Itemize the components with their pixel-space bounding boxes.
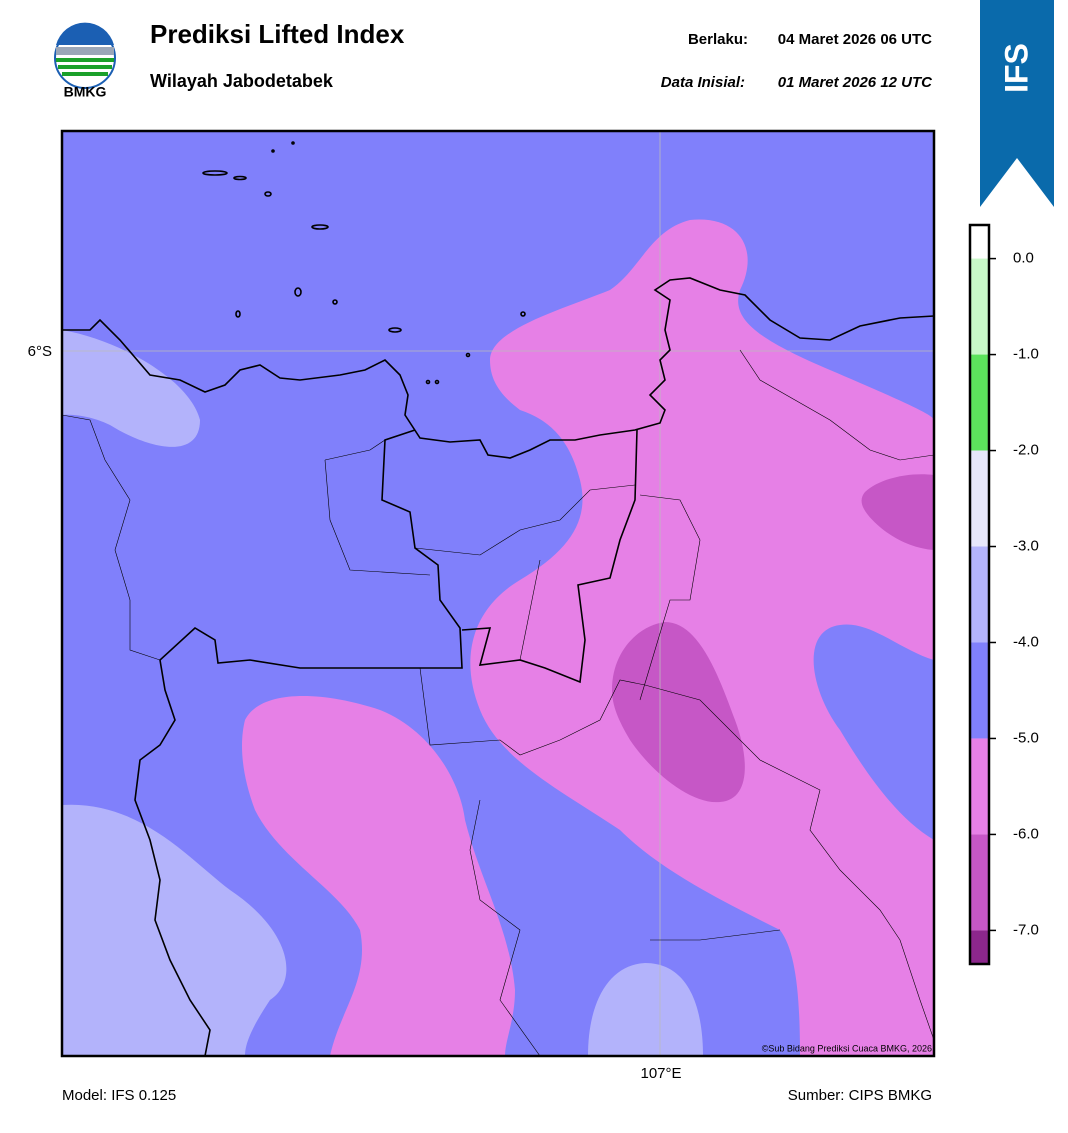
contour [861,474,934,550]
colorbar-segment [970,546,989,643]
colorbar-segment [970,354,989,451]
logo-text: BMKG [64,84,107,100]
colorbar-segment [970,930,989,964]
colorbar-tick-label: -5.0 [1013,729,1039,746]
contour [242,696,515,1056]
coastline [62,277,934,459]
ifs-badge: IFS [980,0,1054,207]
model: Model: IFS 0.125 [62,1087,176,1104]
map-frame [60,129,936,1058]
boundary [134,429,463,1056]
admin-border [62,349,934,1056]
islands [202,141,526,385]
colorbar-tick-label: -7.0 [1013,921,1039,938]
colorbar-tick-label: -1.0 [1013,346,1039,363]
colorbar: 0.0 -1.0 -2.0 -3.0 -4.0 -5.0 -6.0 -7.0 [968,223,1039,966]
colorbar-frame [968,223,991,966]
source: Sumber: CIPS BMKG [788,1087,932,1104]
init-time: 01 Maret 2026 12 UTC [778,74,933,91]
colorbar-tick-label: -6.0 [1013,825,1039,842]
subtitle: Wilayah Jabodetabek [150,71,334,91]
contour [62,804,287,1056]
init-label: Data Inisial: [661,74,745,91]
colorbar-segment [970,834,989,931]
colorbar-tick-label: -4.0 [1013,633,1039,650]
title: Prediksi Lifted Index [150,19,405,49]
valid-label: Berlaku: [688,31,748,48]
valid-time: 04 Maret 2026 06 UTC [778,31,932,48]
contour [612,622,745,803]
bmkg-logo: BMKG [54,22,116,100]
colorbar-tick-label: -2.0 [1013,442,1039,459]
colorbar-segment [970,738,989,835]
credit: ©Sub Bidang Prediksi Cuaca BMKG, 2026 [762,1043,932,1053]
colorbar-segment [970,225,989,259]
boundary [461,429,638,684]
contour [62,330,200,447]
lat-label: 6°S [28,343,52,360]
colorbar-segment [970,450,989,547]
badge-text: IFS [998,43,1034,93]
colorbar-tick-label: 0.0 [1013,250,1034,267]
colorbar-tick-label: -3.0 [1013,537,1039,554]
colorbar-segment [970,642,989,739]
lon-label: 107°E [640,1065,681,1082]
contour [470,219,934,1056]
map: ©Sub Bidang Prediksi Cuaca BMKG, 2026 [62,131,934,1056]
colorbar-segment [970,258,989,355]
contour [588,963,703,1056]
